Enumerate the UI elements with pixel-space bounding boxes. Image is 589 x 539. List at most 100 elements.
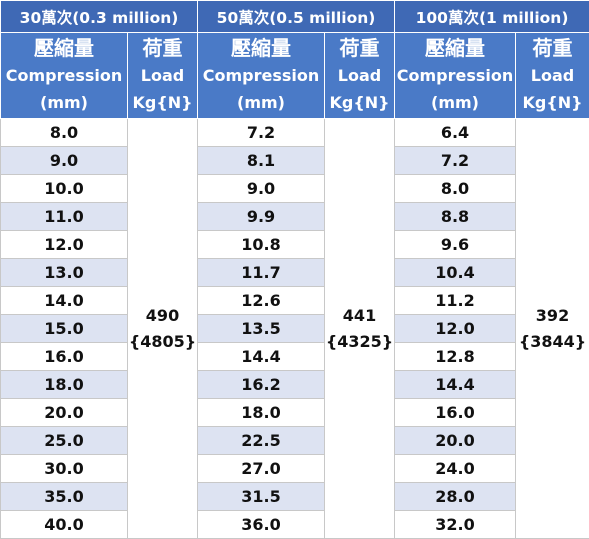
compression-cell: 7.2 bbox=[395, 147, 516, 175]
load-cell-2: 392{3844} bbox=[516, 119, 589, 539]
compression-cell: 7.2 bbox=[198, 119, 325, 147]
compression-cell: 20.0 bbox=[395, 427, 516, 455]
compression-cell: 27.0 bbox=[198, 455, 325, 483]
compression-cell: 13.0 bbox=[1, 259, 128, 287]
compression-cell: 10.4 bbox=[395, 259, 516, 287]
compression-header-line: Compression bbox=[198, 62, 324, 89]
compression-cell: 40.0 bbox=[1, 511, 128, 539]
load-header-line: 荷重 bbox=[128, 35, 197, 62]
compression-cell: 24.0 bbox=[395, 455, 516, 483]
compression-cell: 6.4 bbox=[395, 119, 516, 147]
compression-cell: 16.0 bbox=[1, 343, 128, 371]
table-row: 18.0 16.2 14.4 bbox=[1, 371, 589, 399]
load-value-line: {4325} bbox=[325, 329, 394, 355]
compression-cell: 16.0 bbox=[395, 399, 516, 427]
compression-cell: 22.5 bbox=[198, 427, 325, 455]
load-value-line: 441 bbox=[325, 303, 394, 329]
compression-cell: 18.0 bbox=[1, 371, 128, 399]
compression-header-line: Compression bbox=[395, 62, 515, 89]
table-row: 20.0 18.0 16.0 bbox=[1, 399, 589, 427]
compression-cell: 25.0 bbox=[1, 427, 128, 455]
compression-cell: 11.0 bbox=[1, 203, 128, 231]
group-header-row: 30萬次(0.3 million) 50萬次(0.5 million) 100萬… bbox=[1, 1, 589, 33]
table-row: 15.0 13.5 12.0 bbox=[1, 315, 589, 343]
load-value-line: 392 bbox=[516, 303, 589, 329]
compression-cell: 12.8 bbox=[395, 343, 516, 371]
load-header-line: 荷重 bbox=[516, 35, 589, 62]
load-value-line: {3844} bbox=[516, 329, 589, 355]
compression-header-line: (mm) bbox=[1, 89, 127, 116]
compression-cell: 13.5 bbox=[198, 315, 325, 343]
compression-header-line: (mm) bbox=[395, 89, 515, 116]
compression-cell: 14.0 bbox=[1, 287, 128, 315]
compression-cell: 10.0 bbox=[1, 175, 128, 203]
load-header-line: 荷重 bbox=[325, 35, 394, 62]
table-row: 30.0 27.0 24.0 bbox=[1, 455, 589, 483]
load-cell-0: 490{4805} bbox=[128, 119, 198, 539]
compression-cell: 28.0 bbox=[395, 483, 516, 511]
load-header-line: Kg{N} bbox=[516, 89, 589, 116]
table-row: 10.0 9.0 8.0 bbox=[1, 175, 589, 203]
compression-cell: 11.2 bbox=[395, 287, 516, 315]
compression-cell: 15.0 bbox=[1, 315, 128, 343]
table-row: 16.0 14.4 12.8 bbox=[1, 343, 589, 371]
table-row: 25.0 22.5 20.0 bbox=[1, 427, 589, 455]
load-cell-1: 441{4325} bbox=[325, 119, 395, 539]
table-row: 9.0 8.1 7.2 bbox=[1, 147, 589, 175]
compression-cell: 8.1 bbox=[198, 147, 325, 175]
compression-cell: 16.2 bbox=[198, 371, 325, 399]
compression-cell: 30.0 bbox=[1, 455, 128, 483]
compression-cell: 12.6 bbox=[198, 287, 325, 315]
compression-cell: 8.8 bbox=[395, 203, 516, 231]
load-value-line: 490 bbox=[128, 303, 197, 329]
load-header-line: Kg{N} bbox=[128, 89, 197, 116]
compression-cell: 10.8 bbox=[198, 231, 325, 259]
table-row: 11.0 9.9 8.8 bbox=[1, 203, 589, 231]
compression-cell: 12.0 bbox=[395, 315, 516, 343]
table-row: 35.0 31.5 28.0 bbox=[1, 483, 589, 511]
compression-cell: 9.9 bbox=[198, 203, 325, 231]
table-row: 14.0 12.6 11.2 bbox=[1, 287, 589, 315]
compression-header-line: 壓縮量 bbox=[395, 35, 515, 62]
compression-header-line: 壓縮量 bbox=[198, 35, 324, 62]
compression-header-line: (mm) bbox=[198, 89, 324, 116]
compression-cell: 31.5 bbox=[198, 483, 325, 511]
table-row: 12.0 10.8 9.6 bbox=[1, 231, 589, 259]
compression-cell: 14.4 bbox=[395, 371, 516, 399]
load-value-line: {4805} bbox=[128, 329, 197, 355]
compression-header-line: Compression bbox=[1, 62, 127, 89]
compression-cell: 9.6 bbox=[395, 231, 516, 259]
group-title-2: 100萬次(1 million) bbox=[395, 1, 589, 33]
table-row: 40.0 36.0 32.0 bbox=[1, 511, 589, 539]
load-header-line: Load bbox=[516, 62, 589, 89]
load-header-line: Load bbox=[128, 62, 197, 89]
compression-cell: 9.0 bbox=[1, 147, 128, 175]
group-title-0: 30萬次(0.3 million) bbox=[1, 1, 198, 33]
group-title-1: 50萬次(0.5 million) bbox=[198, 1, 395, 33]
table-row: 13.0 11.7 10.4 bbox=[1, 259, 589, 287]
compression-cell: 11.7 bbox=[198, 259, 325, 287]
compression-cell: 12.0 bbox=[1, 231, 128, 259]
compression-cell: 20.0 bbox=[1, 399, 128, 427]
load-header-line: Load bbox=[325, 62, 394, 89]
compression-cell: 14.4 bbox=[198, 343, 325, 371]
compression-cell: 35.0 bbox=[1, 483, 128, 511]
load-header-line: Kg{N} bbox=[325, 89, 394, 116]
compression-cell: 8.0 bbox=[1, 119, 128, 147]
compression-cell: 18.0 bbox=[198, 399, 325, 427]
compression-cell: 8.0 bbox=[395, 175, 516, 203]
compression-cell: 32.0 bbox=[395, 511, 516, 539]
compression-cell: 36.0 bbox=[198, 511, 325, 539]
compression-header-line: 壓縮量 bbox=[1, 35, 127, 62]
compression-cell: 9.0 bbox=[198, 175, 325, 203]
